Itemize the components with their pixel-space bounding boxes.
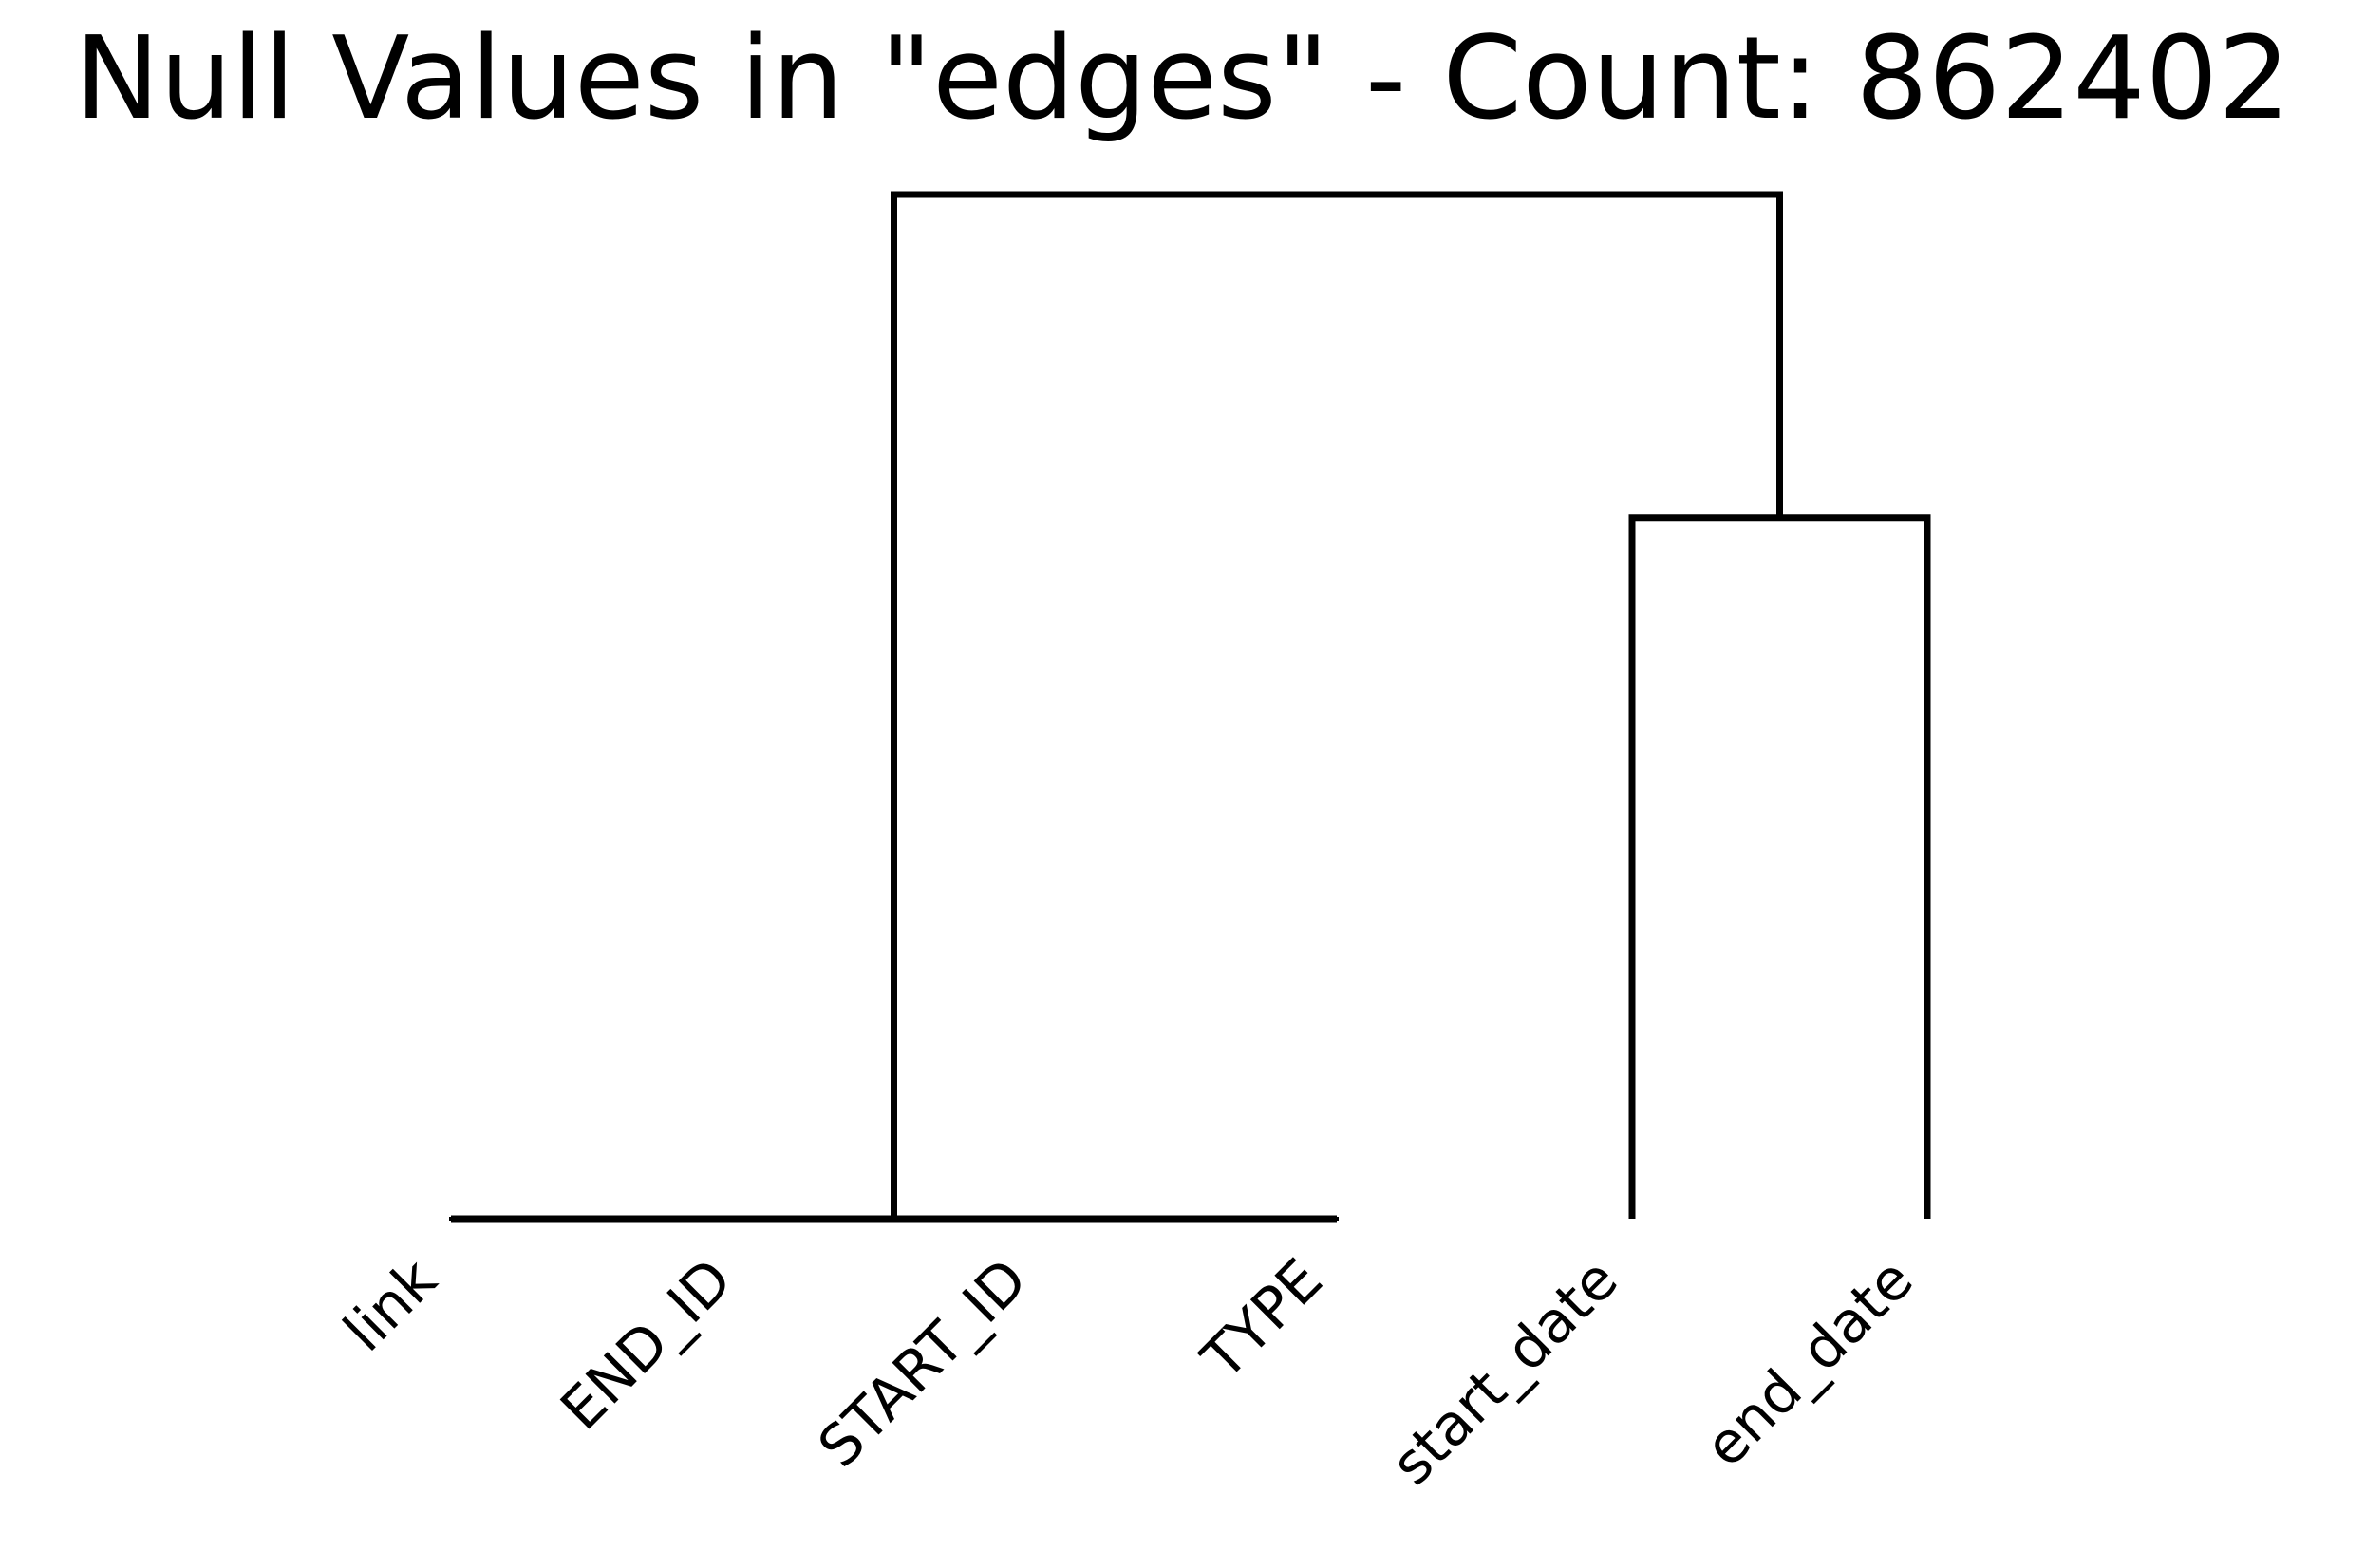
chart-title: Null Values in "edges" - Count: 862402: [74, 13, 2291, 145]
leaf-label-start-id: START_ID: [806, 1246, 1041, 1481]
leaf-label-end-id: END_ID: [549, 1246, 745, 1443]
leaf-label-link: link: [331, 1246, 450, 1365]
dendrogram-link-3: [1628, 514, 1931, 1219]
leaf-labels: link END_ID START_ID TYPE start_date end_date: [331, 1246, 1926, 1498]
leaf-label-start-date: start_date: [1379, 1246, 1630, 1498]
dendrogram-links: [449, 191, 1931, 1223]
dendrogram-link-4: [891, 191, 1783, 1219]
leaf-label-type: TYPE: [1189, 1246, 1335, 1392]
leaf-label-end-date: end_date: [1692, 1246, 1925, 1480]
